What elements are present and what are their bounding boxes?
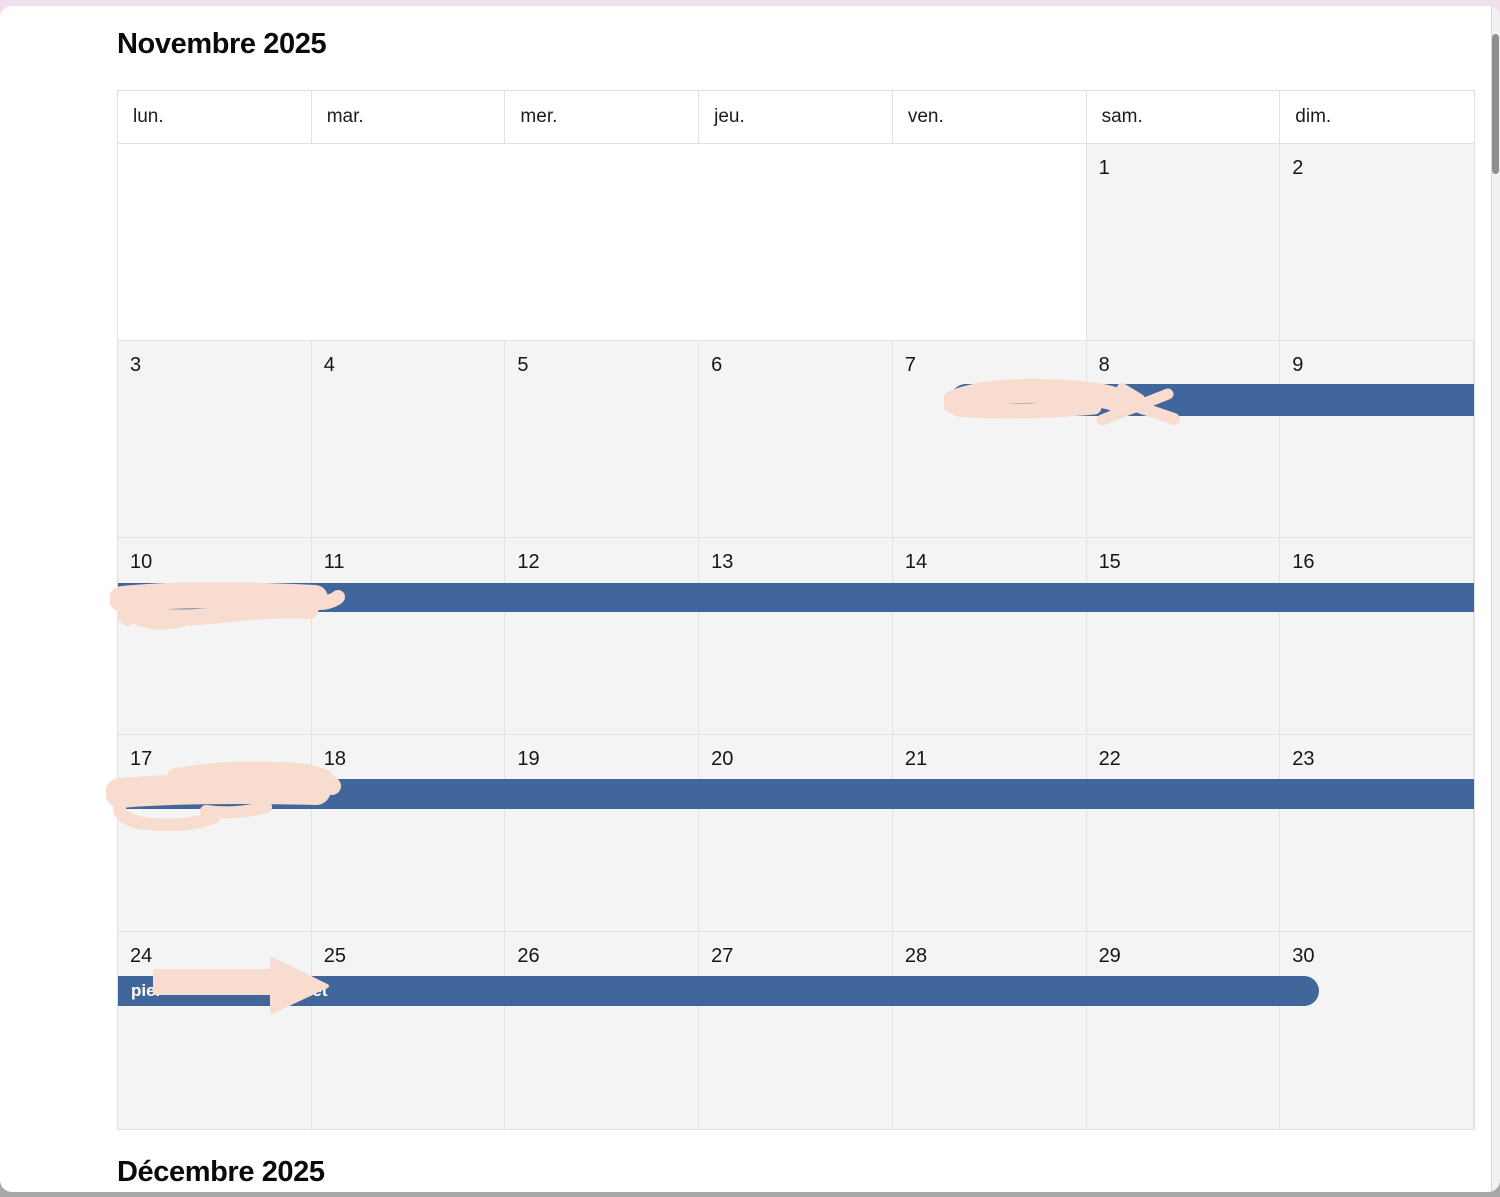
month-grid: lun. mar. mer. jeu. ven. sam. dim. 1 2 3… bbox=[106, 90, 1475, 1130]
day-cell-22[interactable]: 22 bbox=[1086, 735, 1281, 931]
week-row-2: 3 4 5 6 7 8 9 bbox=[118, 341, 1474, 538]
weekday-header-mon: lun. bbox=[118, 91, 312, 143]
day-number: 2 bbox=[1292, 157, 1304, 179]
month-title-december: Décembre 2025 bbox=[117, 1156, 325, 1188]
event-bar-segment[interactable] bbox=[118, 583, 1474, 612]
day-number: 13 bbox=[711, 551, 734, 573]
weekday-header-tue: mar. bbox=[312, 91, 506, 143]
day-cell-10[interactable]: 10 bbox=[118, 538, 312, 734]
month-title-november: Novembre 2025 bbox=[117, 28, 327, 60]
day-number: 6 bbox=[711, 354, 723, 376]
day-cell-29[interactable]: 29 bbox=[1086, 932, 1281, 1129]
day-cell-9[interactable]: 9 bbox=[1280, 341, 1474, 537]
weekday-header-wed: mer. bbox=[505, 91, 700, 143]
day-cell-28[interactable]: 28 bbox=[892, 932, 1087, 1129]
day-cell-25[interactable]: 25 bbox=[311, 932, 506, 1129]
event-title-fragment: uet bbox=[302, 981, 328, 1000]
weekday-header-thu: jeu. bbox=[699, 91, 893, 143]
day-cell-8[interactable]: 8 bbox=[1086, 341, 1281, 537]
day-number: 18 bbox=[323, 748, 346, 770]
scrollbar-thumb[interactable] bbox=[1492, 34, 1499, 174]
day-number: 10 bbox=[130, 551, 153, 573]
day-number: 8 bbox=[1098, 354, 1110, 376]
week-row-1: 1 2 bbox=[118, 144, 1474, 341]
day-cell-16[interactable]: 16 bbox=[1280, 538, 1474, 734]
day-cell-1[interactable]: 1 bbox=[1086, 144, 1281, 340]
weekday-header-row: lun. mar. mer. jeu. ven. sam. dim. bbox=[118, 91, 1474, 144]
day-number: 19 bbox=[517, 748, 540, 770]
week-row-3: 10 11 12 13 14 15 16 bbox=[110, 538, 1474, 735]
day-number: 14 bbox=[904, 551, 928, 573]
day-cell-14[interactable]: 14 bbox=[892, 538, 1087, 734]
day-cell-2[interactable]: 2 bbox=[1280, 144, 1474, 340]
day-number: 24 bbox=[130, 945, 153, 967]
day-cell-3[interactable]: 3 bbox=[118, 341, 312, 537]
day-cell-21[interactable]: 21 bbox=[892, 735, 1087, 931]
day-number: 12 bbox=[517, 551, 540, 573]
weekday-header-sun: dim. bbox=[1295, 106, 1332, 127]
day-number: 9 bbox=[1292, 354, 1304, 376]
day-number: 16 bbox=[1292, 551, 1315, 573]
event-bar-segment[interactable]: pier uet bbox=[118, 976, 1319, 1006]
week-row-5: 24 25 26 27 28 29 30 pier uet bbox=[118, 932, 1474, 1129]
weekday-header-fri: ven. bbox=[893, 91, 1087, 143]
blank-out-of-month-area bbox=[118, 144, 1087, 340]
day-number: 17 bbox=[130, 748, 153, 770]
week-row-4: 17 18 19 20 21 22 23 bbox=[106, 735, 1474, 932]
day-number: 26 bbox=[517, 945, 540, 967]
event-title-fragment: pier bbox=[131, 981, 163, 1000]
day-number: 23 bbox=[1292, 748, 1315, 770]
day-cell-30[interactable]: 30 bbox=[1280, 932, 1474, 1129]
day-cell-7[interactable]: 7 bbox=[892, 341, 1087, 537]
day-number: 7 bbox=[904, 354, 916, 376]
day-cell-5[interactable]: 5 bbox=[505, 341, 700, 537]
day-number: 4 bbox=[323, 354, 335, 376]
day-cell-4[interactable]: 4 bbox=[311, 341, 506, 537]
weekday-header-sat: sam. bbox=[1087, 91, 1281, 143]
day-number: 21 bbox=[904, 748, 928, 770]
day-cell-26[interactable]: 26 bbox=[505, 932, 700, 1129]
day-number: 30 bbox=[1292, 945, 1315, 967]
day-number: 1 bbox=[1098, 157, 1110, 179]
day-number: 15 bbox=[1098, 551, 1121, 573]
day-number: 29 bbox=[1098, 945, 1121, 967]
event-bar-segment[interactable] bbox=[118, 779, 1474, 809]
day-number: 27 bbox=[711, 945, 734, 967]
day-number: 25 bbox=[323, 945, 346, 967]
day-cell-12[interactable]: 12 bbox=[505, 538, 700, 734]
day-number: 11 bbox=[323, 551, 345, 573]
event-bar-segment[interactable] bbox=[950, 384, 1474, 416]
calendar-window: Novembre 2025 lun. mar. mer. jeu. ven. s… bbox=[0, 6, 1500, 1192]
day-number: 28 bbox=[904, 945, 928, 967]
day-number: 22 bbox=[1098, 748, 1121, 770]
day-cell-17[interactable]: 17 bbox=[118, 735, 312, 931]
day-cell-13[interactable]: 13 bbox=[699, 538, 893, 734]
day-number: 5 bbox=[517, 354, 529, 376]
day-cell-24[interactable]: 24 bbox=[118, 932, 312, 1129]
scrollbar[interactable] bbox=[1491, 6, 1500, 1192]
day-number: 3 bbox=[130, 354, 142, 376]
day-cell-20[interactable]: 20 bbox=[699, 735, 893, 931]
day-cell-27[interactable]: 27 bbox=[699, 932, 893, 1129]
day-cell-15[interactable]: 15 bbox=[1086, 538, 1281, 734]
day-cell-11[interactable]: 11 bbox=[311, 538, 506, 734]
day-cell-23[interactable]: 23 bbox=[1280, 735, 1474, 931]
day-cell-6[interactable]: 6 bbox=[699, 341, 893, 537]
day-cell-18[interactable]: 18 bbox=[311, 735, 506, 931]
day-number: 20 bbox=[711, 748, 734, 770]
day-cell-19[interactable]: 19 bbox=[505, 735, 700, 931]
